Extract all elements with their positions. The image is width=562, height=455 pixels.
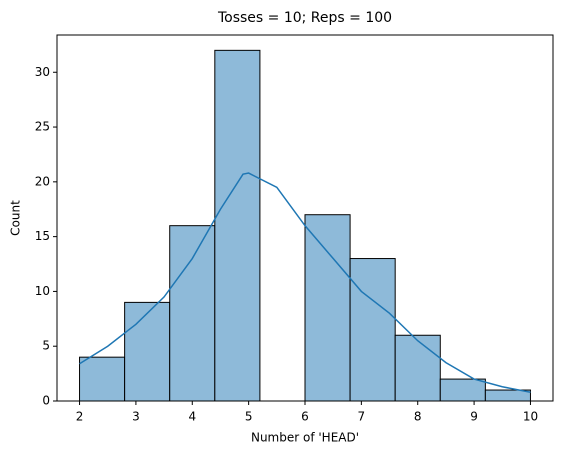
bar [124, 301, 171, 402]
plot-frame [56, 34, 554, 402]
x-tick-label: 3 [132, 410, 140, 424]
y-tick-label: 30 [35, 65, 50, 79]
y-tick-label: 5 [42, 339, 50, 353]
x-tick-label: 6 [301, 410, 309, 424]
bar [484, 389, 531, 402]
y-tick-label: 10 [35, 284, 50, 298]
chart-title: Tosses = 10; Reps = 100 [217, 10, 392, 26]
y-tick-label: 15 [35, 229, 50, 243]
y-tick-label: 25 [35, 120, 50, 134]
x-axis-label: Number of 'HEAD' [251, 431, 359, 445]
bar [349, 258, 396, 402]
x-tick-label: 8 [414, 410, 422, 424]
bar [439, 378, 486, 402]
x-tick-label: 10 [523, 410, 538, 424]
bar [394, 334, 441, 402]
y-tick-label: 20 [35, 174, 50, 188]
bar [169, 225, 216, 402]
bar [214, 49, 261, 402]
bar [79, 356, 126, 402]
x-tick-label: 4 [188, 410, 196, 424]
x-tick-label: 2 [76, 410, 84, 424]
kde-line [79, 172, 531, 393]
x-tick-label: 9 [470, 410, 478, 424]
y-tick-label: 0 [42, 394, 50, 408]
x-tick-label: 7 [358, 410, 366, 424]
x-tick-label: 5 [245, 410, 253, 424]
bar [304, 214, 351, 402]
y-axis-label: Count [9, 200, 23, 236]
